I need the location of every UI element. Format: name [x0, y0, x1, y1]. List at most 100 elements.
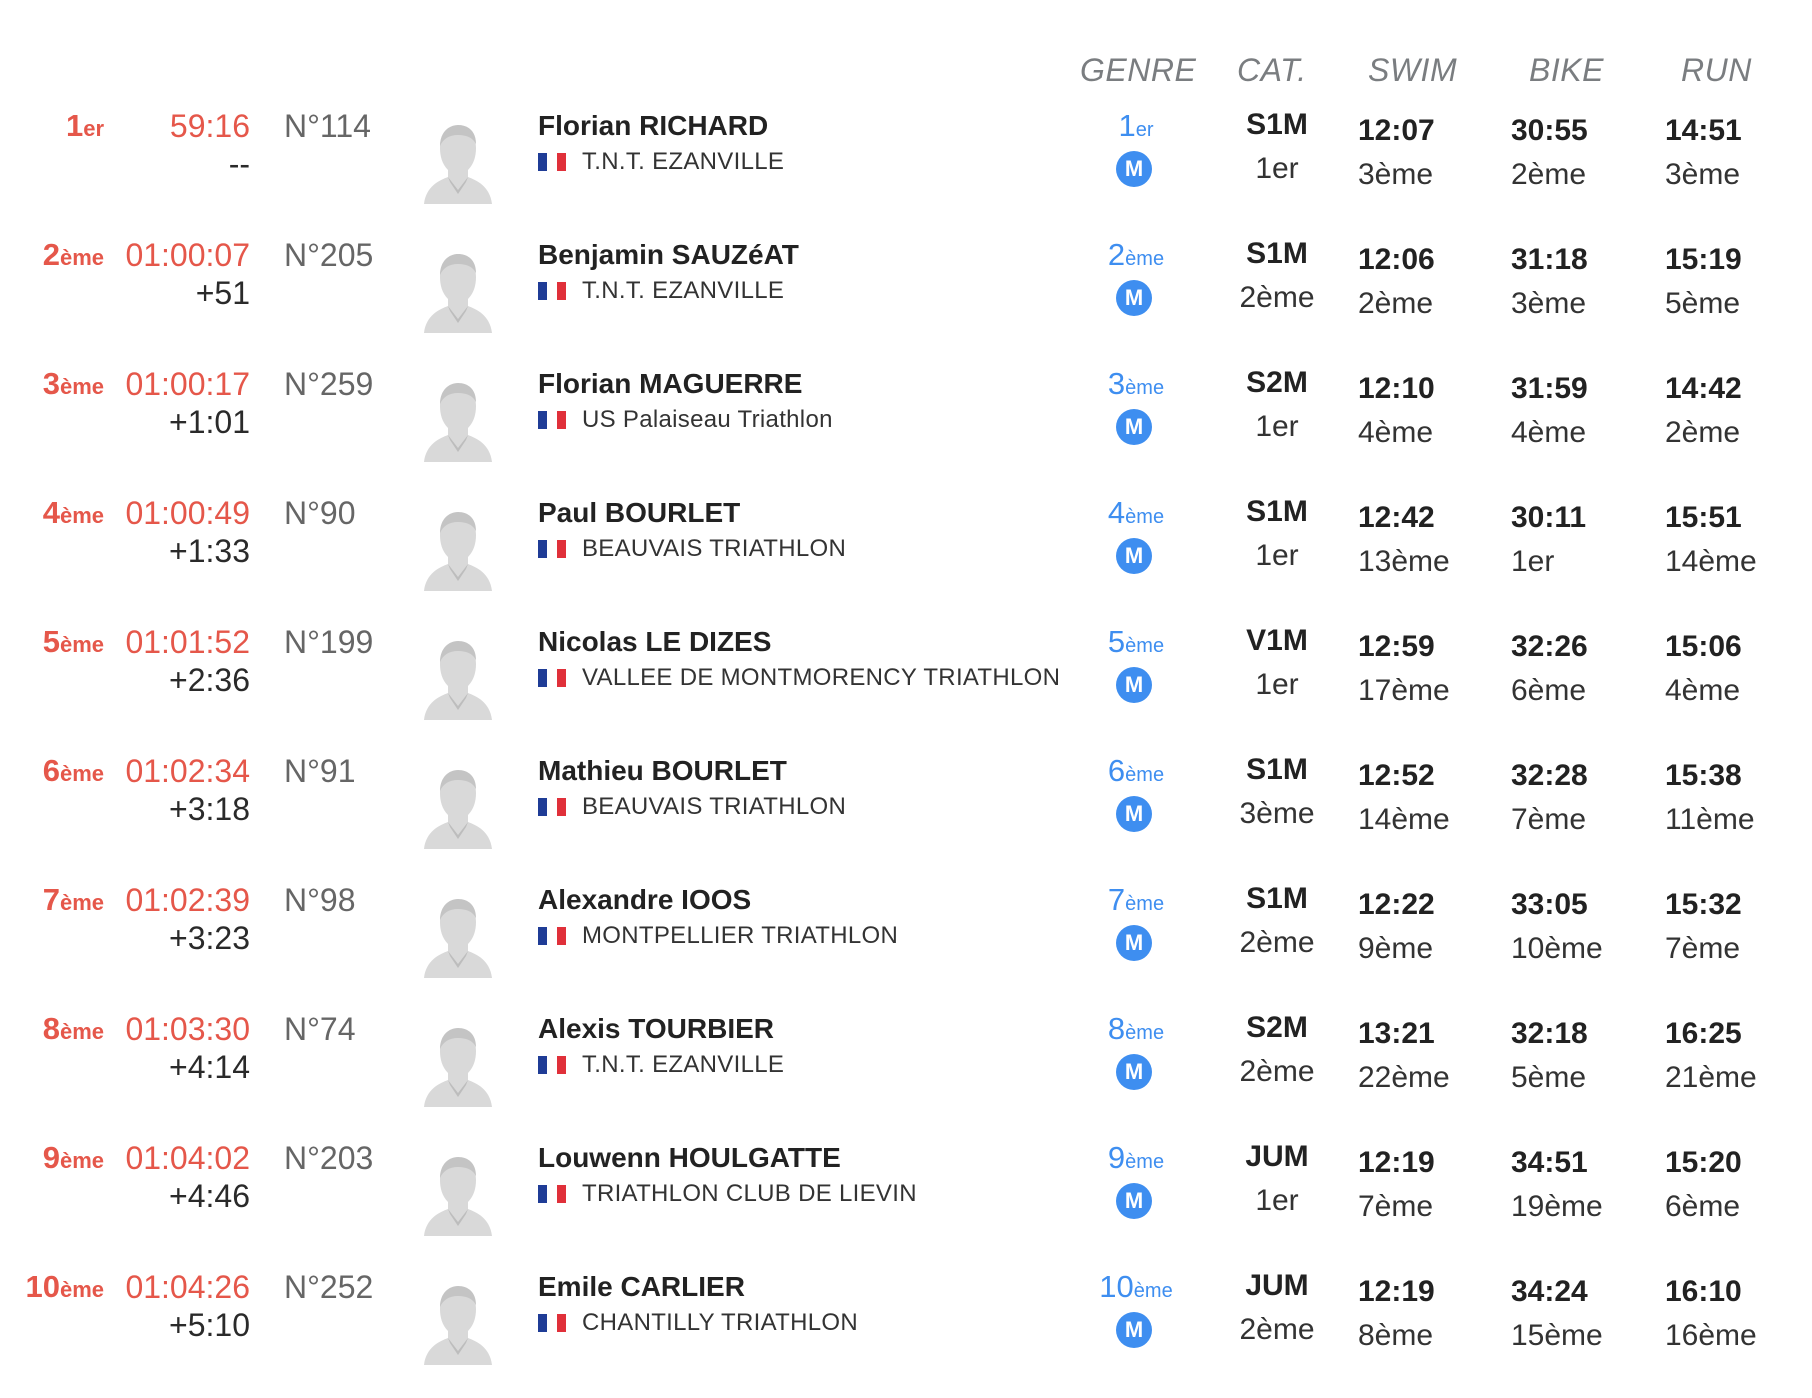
- result-row[interactable]: 7ème 01:02:39 +3:23 N°98 Alexandre IOOS MONTP…: [0, 882, 1812, 1011]
- gender-rank-number: 2: [1107, 237, 1126, 272]
- overall-rank-suffix: ème: [59, 632, 104, 657]
- run-time: 15:19: [1665, 243, 1742, 276]
- result-row[interactable]: 8ème 01:03:30 +4:14 N°74 Alexis TOURBIER T.N.…: [0, 1011, 1812, 1140]
- bike-time: 33:05: [1511, 888, 1588, 921]
- club-line: US Palaiseau Triathlon: [538, 406, 833, 434]
- athlete-name[interactable]: Emile CARLIER: [538, 1271, 745, 1302]
- swim-time: 12:07: [1358, 114, 1435, 147]
- club-name: VALLEE DE MONTMORENCY TRIATHLON: [582, 664, 1061, 691]
- bib-number: N°74: [284, 1011, 356, 1047]
- person-silhouette-icon: [418, 120, 498, 204]
- swim-rank: 4ème: [1358, 416, 1434, 449]
- result-row[interactable]: 6ème 01:02:34 +3:18 N°91 Mathieu BOURLET BEAU…: [0, 753, 1812, 882]
- run-time: 14:42: [1665, 372, 1742, 405]
- athlete-name[interactable]: Louwenn HOULGATTE: [538, 1142, 841, 1173]
- time-gap: +3:23: [169, 920, 250, 956]
- bike-time: 30:55: [1511, 114, 1588, 147]
- club-line: BEAUVAIS TRIATHLON: [538, 535, 846, 563]
- swim-time: 12:19: [1358, 1146, 1435, 1179]
- result-row[interactable]: 10ème 01:04:26 +5:10 N°252 Emile CARLIER CHAN…: [0, 1269, 1812, 1398]
- club-name: T.N.T. EZANVILLE: [582, 148, 785, 175]
- overall-rank-suffix: ème: [59, 1148, 104, 1173]
- gender-rank-suffix: ème: [1125, 764, 1165, 786]
- result-row[interactable]: 2ème 01:00:07 +51 N°205 Benjamin SAUZéAT T.N.…: [0, 237, 1812, 366]
- result-row[interactable]: 1er 59:16 -- N°114 Florian RICHARD T.N.T. EZA…: [0, 108, 1812, 237]
- club-name: BEAUVAIS TRIATHLON: [582, 793, 847, 820]
- category-rank: 2ème: [1239, 1055, 1315, 1088]
- bike-time: 30:11: [1511, 501, 1587, 534]
- results-header: GENRE CAT. SWIM BIKE RUN: [0, 0, 1812, 100]
- athlete-name[interactable]: Alexandre IOOS: [538, 884, 752, 915]
- gender-rank: 2ème: [1080, 237, 1192, 273]
- bike-time: 34:51: [1511, 1146, 1588, 1179]
- header-run[interactable]: RUN: [1681, 52, 1752, 88]
- header-category[interactable]: CAT.: [1237, 52, 1307, 88]
- club-line: T.N.T. EZANVILLE: [538, 277, 784, 305]
- male-badge-icon: M: [1116, 1054, 1152, 1090]
- overall-rank-suffix: ème: [59, 1277, 104, 1302]
- swim-rank: 3ème: [1358, 158, 1434, 191]
- athlete-name[interactable]: Benjamin SAUZéAT: [538, 239, 799, 270]
- run-rank: 7ème: [1665, 932, 1741, 965]
- athlete-name[interactable]: Florian RICHARD: [538, 110, 769, 141]
- bike-rank: 2ème: [1511, 158, 1587, 191]
- bike-rank: 4ème: [1511, 416, 1587, 449]
- club-name: US Palaiseau Triathlon: [582, 406, 833, 433]
- time-gap: --: [228, 146, 250, 182]
- result-row[interactable]: 5ème 01:01:52 +2:36 N°199 Nicolas LE DIZES VA…: [0, 624, 1812, 753]
- run-rank: 16ème: [1665, 1319, 1757, 1352]
- overall-rank: 3ème: [43, 366, 104, 402]
- time-gap: +4:46: [169, 1178, 250, 1214]
- gender-rank-number: 3: [1107, 366, 1126, 401]
- overall-rank: 4ème: [43, 495, 104, 531]
- category-rank: 3ème: [1239, 797, 1315, 830]
- club-name: BEAUVAIS TRIATHLON: [582, 535, 847, 562]
- category: V1M: [1246, 624, 1308, 657]
- gender-rank: 4ème: [1080, 495, 1192, 531]
- overall-rank: 8ème: [43, 1011, 104, 1047]
- overall-rank-suffix: ème: [59, 245, 104, 270]
- result-row[interactable]: 9ème 01:04:02 +4:46 N°203 Louwenn HOULGATTE T…: [0, 1140, 1812, 1269]
- result-row[interactable]: 3ème 01:00:17 +1:01 N°259 Florian MAGUERRE US…: [0, 366, 1812, 495]
- bike-rank: 19ème: [1511, 1190, 1603, 1223]
- athlete-name[interactable]: Nicolas LE DIZES: [538, 626, 772, 657]
- athlete-name[interactable]: Mathieu BOURLET: [538, 755, 787, 786]
- swim-time: 12:52: [1358, 759, 1435, 792]
- bib-number: N°114: [284, 108, 371, 144]
- bike-time: 34:24: [1511, 1275, 1588, 1308]
- person-silhouette-icon: [418, 1281, 498, 1365]
- result-row[interactable]: 4ème 01:00:49 +1:33 N°90 Paul BOURLET BEAUVAI…: [0, 495, 1812, 624]
- category: S1M: [1246, 108, 1308, 141]
- run-time: 14:51: [1665, 114, 1742, 147]
- run-rank: 6ème: [1665, 1190, 1741, 1223]
- bib-number: N°259: [284, 366, 374, 402]
- header-genre[interactable]: GENRE: [1080, 52, 1197, 88]
- male-badge-icon: M: [1116, 796, 1152, 832]
- time-gap: +1:01: [169, 404, 250, 440]
- athlete-name[interactable]: Paul BOURLET: [538, 497, 741, 528]
- run-time: 15:32: [1665, 888, 1742, 921]
- gender-rank: 9ème: [1080, 1140, 1192, 1176]
- male-badge-icon: M: [1116, 1183, 1152, 1219]
- france-flag-icon: [538, 282, 566, 300]
- gender-rank-number: 4: [1107, 495, 1126, 530]
- france-flag-icon: [538, 411, 566, 429]
- header-bike[interactable]: BIKE: [1529, 52, 1604, 88]
- male-badge-icon: M: [1116, 409, 1152, 445]
- overall-rank-suffix: ème: [59, 1019, 104, 1044]
- overall-rank: 10ème: [25, 1269, 104, 1305]
- person-silhouette-icon: [418, 1023, 498, 1107]
- swim-time: 12:22: [1358, 888, 1435, 921]
- time-gap: +1:33: [169, 533, 250, 569]
- club-line: MONTPELLIER TRIATHLON: [538, 922, 898, 950]
- athlete-name[interactable]: Florian MAGUERRE: [538, 368, 803, 399]
- athlete-name[interactable]: Alexis TOURBIER: [538, 1013, 774, 1044]
- club-name: MONTPELLIER TRIATHLON: [582, 922, 899, 949]
- bike-time: 32:26: [1511, 630, 1588, 663]
- header-swim[interactable]: SWIM: [1368, 52, 1458, 88]
- france-flag-icon: [538, 1185, 566, 1203]
- club-line: T.N.T. EZANVILLE: [538, 1051, 784, 1079]
- gender-rank-suffix: ème: [1125, 1151, 1165, 1173]
- swim-time: 12:19: [1358, 1275, 1435, 1308]
- run-rank: 4ème: [1665, 674, 1741, 707]
